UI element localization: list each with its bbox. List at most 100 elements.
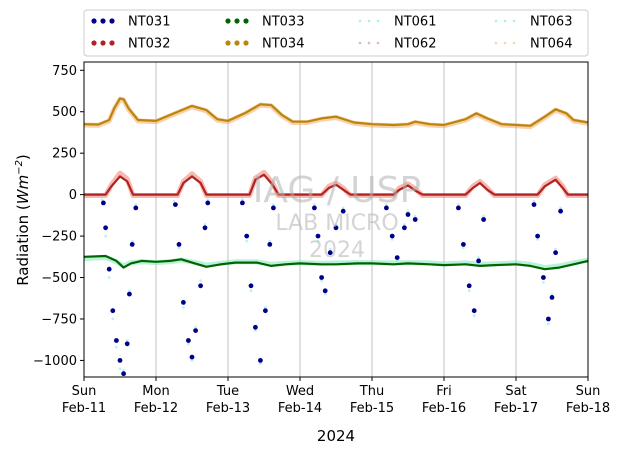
- data-point: [384, 205, 389, 211]
- legend-label: NT063: [530, 15, 572, 30]
- legend-marker: [243, 40, 249, 46]
- legend-label: NT034: [262, 37, 304, 52]
- data-point: [340, 208, 346, 214]
- data-point: [106, 266, 112, 272]
- data-point: [249, 289, 253, 293]
- data-point: [481, 217, 486, 222]
- x-tick-label: Feb-18: [566, 401, 610, 416]
- data-point: [194, 325, 198, 329]
- x-tick-label: Feb-16: [422, 401, 466, 416]
- legend-entry-nt031: NT031: [91, 15, 170, 30]
- legend-marker: [494, 19, 498, 23]
- watermark-line1: IAG / USP: [253, 170, 421, 211]
- data-point: [111, 317, 115, 321]
- legend-entry-nt032: NT032: [91, 37, 170, 52]
- legend-marker: [358, 19, 362, 23]
- x-tick-label: Feb-15: [350, 401, 394, 416]
- legend-marker: [225, 18, 231, 24]
- data-point: [268, 239, 272, 243]
- legend-label: NT062: [394, 37, 436, 52]
- legend-marker: [512, 19, 516, 23]
- data-point: [130, 239, 134, 243]
- legend-entry-nt061: NT061: [358, 15, 436, 30]
- y-axis: 750 500 250 0 −250 −500 −750 −1000: [33, 64, 84, 369]
- data-point: [193, 328, 199, 333]
- data-point: [115, 345, 118, 349]
- data-point: [412, 217, 418, 222]
- legend-box: [83, 9, 589, 57]
- data-point: [467, 289, 471, 293]
- legend-marker: [225, 40, 231, 46]
- y-tick-label: 250: [52, 147, 77, 162]
- data-point: [466, 283, 472, 289]
- data-point: [117, 358, 123, 363]
- data-point: [394, 255, 400, 260]
- data-point: [546, 316, 551, 322]
- data-point: [263, 308, 268, 314]
- data-point: [253, 324, 258, 330]
- data-point: [198, 283, 204, 289]
- legend-label: NT033: [262, 15, 304, 30]
- data-point: [205, 200, 211, 206]
- data-point: [248, 283, 254, 289]
- legend-marker: [109, 40, 115, 46]
- legend-marker: [109, 18, 115, 24]
- data-point: [134, 203, 138, 207]
- data-point: [241, 198, 244, 202]
- x-tick-label: Feb-11: [62, 401, 106, 416]
- series-nt064: [83, 96, 589, 130]
- data-point: [315, 233, 321, 239]
- data-point: [272, 203, 275, 207]
- data-point: [558, 208, 563, 214]
- legend-marker: [376, 19, 380, 23]
- legend-marker: [503, 41, 507, 45]
- legend-marker: [367, 41, 371, 45]
- x-gridlines: [155, 62, 517, 377]
- data-point: [535, 233, 540, 239]
- data-point: [118, 367, 122, 371]
- data-point: [110, 308, 116, 314]
- data-point: [334, 223, 338, 226]
- data-point: [103, 225, 108, 231]
- series-nt033: [83, 254, 589, 271]
- legend-entry-nt063: NT063: [494, 15, 572, 30]
- legend-marker: [100, 18, 106, 24]
- legend-marker: [100, 40, 106, 46]
- data-point: [559, 206, 562, 210]
- data-point: [125, 339, 129, 342]
- data-point: [176, 242, 182, 247]
- data-point: [541, 275, 546, 280]
- data-point: [258, 358, 263, 363]
- data-point: [245, 239, 249, 243]
- legend-marker: [503, 19, 507, 23]
- data-point: [390, 238, 394, 241]
- data-point: [402, 225, 407, 231]
- legend-label: NT032: [128, 37, 170, 52]
- data-point: [413, 214, 417, 218]
- data-point: [127, 289, 131, 293]
- data-point: [549, 295, 555, 300]
- legend-label: NT031: [128, 15, 170, 30]
- x-tick-day: Sun: [576, 384, 601, 399]
- data-point: [333, 225, 339, 231]
- data-point: [100, 198, 104, 202]
- data-point: [259, 362, 262, 366]
- legend-marker: [376, 41, 380, 45]
- data-point: [187, 342, 190, 346]
- data-point: [462, 246, 465, 250]
- x-tick-label: Feb-17: [494, 401, 538, 416]
- x-tick-label: Feb-12: [134, 401, 178, 416]
- legend-marker: [91, 18, 97, 24]
- data-point: [177, 246, 181, 250]
- y-tick-label: −750: [41, 312, 77, 327]
- legend-marker: [243, 18, 249, 24]
- legend-marker: [494, 41, 498, 45]
- y-tick-label: −500: [41, 271, 77, 286]
- y-tick-label: 500: [52, 105, 77, 120]
- data-point: [126, 291, 132, 297]
- y-tick-label: 750: [52, 64, 77, 79]
- data-point: [173, 202, 178, 208]
- legend-marker: [91, 40, 97, 46]
- x-tick-day: Tue: [216, 384, 239, 399]
- data-point: [244, 233, 250, 239]
